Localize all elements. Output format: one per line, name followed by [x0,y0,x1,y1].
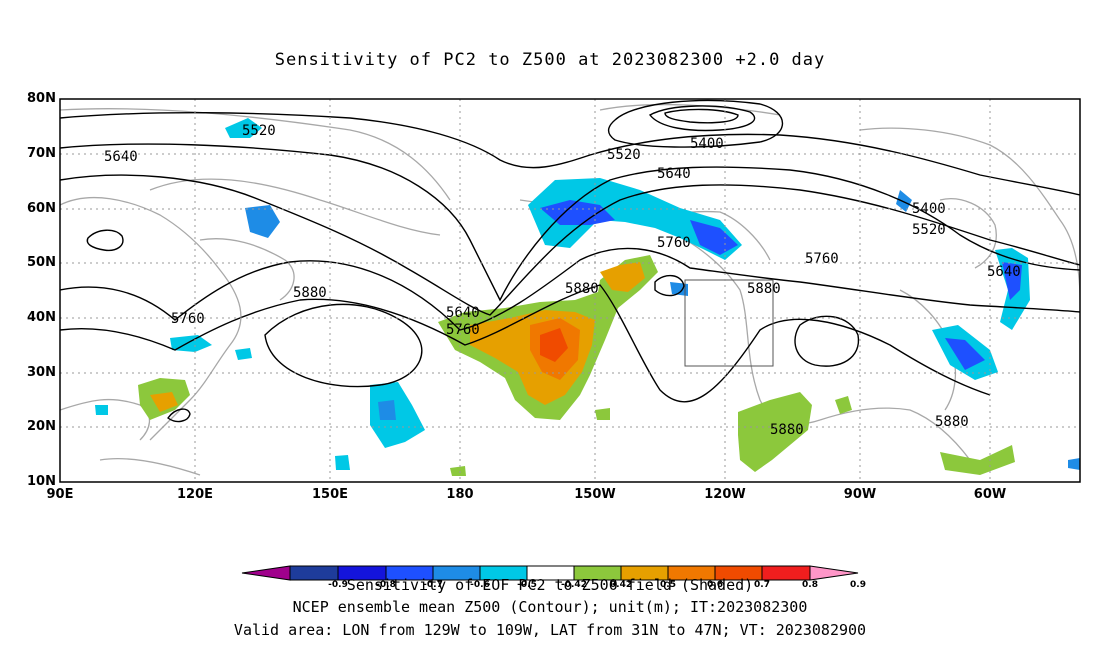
lat-label: 70N [27,146,56,161]
lon-label: 150W [574,487,616,502]
contour-label: 5520 [607,147,641,163]
contour-label: 5400 [690,136,724,152]
contour-label: 5880 [565,281,599,297]
contour-label: 5880 [935,414,969,430]
lat-label: 80N [27,91,56,106]
contour-label: 5400 [912,201,946,217]
colorbar-label: 0.9 [850,580,866,590]
z500-contours [60,99,1080,423]
colorbar-label: -0.42 [561,580,587,590]
contour-label: 5520 [242,123,276,139]
contour-label: 5760 [805,251,839,267]
lat-label: 40N [27,310,56,325]
valid-area-box [684,279,774,367]
colorbar-label: -0.6 [470,580,490,590]
contour-label: 5760 [657,235,691,251]
colorbar-label: -0.9 [328,580,348,590]
colorbar [241,565,859,581]
contour-label-group: 5520 5640 5400 5520 5640 5400 5520 5760 … [104,123,1021,438]
lon-label: 120W [704,487,746,502]
lon-label: 120E [176,487,214,502]
contour-label: 5640 [987,264,1021,280]
lat-label: 60N [27,201,56,216]
colorbar-label: -0.5 [517,580,537,590]
contour-label: 5640 [657,166,691,182]
lon-label: 90E [46,487,74,502]
contour-label: 5760 [446,322,480,338]
contour-label: 5880 [293,285,327,301]
lon-label: 180 [446,487,474,502]
colorbar-label: 0.7 [754,580,770,590]
colorbar-label: 0.6 [707,580,723,590]
lon-label: 150E [311,487,349,502]
caption-contour: NCEP ensemble mean Z500 (Contour); unit(… [292,598,808,616]
lat-label: 20N [27,419,56,434]
caption-shading: Sensitivity of EOF PC2 to Z500 field (Sh… [346,576,754,594]
contour-label: 5520 [912,222,946,238]
gridlines [60,99,1080,482]
colorbar-label: 0.42 [609,580,633,590]
contour-label: 5880 [747,281,781,297]
lat-label: 50N [27,255,56,270]
caption-valid-area: Valid area: LON from 129W to 109W, LAT f… [233,621,867,639]
map-title: Sensitivity of PC2 to Z500 at 2023082300… [274,50,826,70]
contour-label: 5640 [104,149,138,165]
lon-label: 60W [973,487,1007,502]
lon-label: 90W [843,487,877,502]
colorbar-label: -0.7 [423,580,443,590]
map-frame [59,98,1081,483]
contour-label: 5760 [171,311,205,327]
colorbar-label: 0.8 [802,580,818,590]
contour-label: 5640 [446,305,480,321]
contour-label: 5880 [770,422,804,438]
lat-label: 10N [27,474,56,489]
lat-label: 30N [27,365,56,380]
colorbar-label: 0.5 [660,580,676,590]
colorbar-label: -0.8 [376,580,396,590]
colorbar-high-arrow [809,565,859,581]
